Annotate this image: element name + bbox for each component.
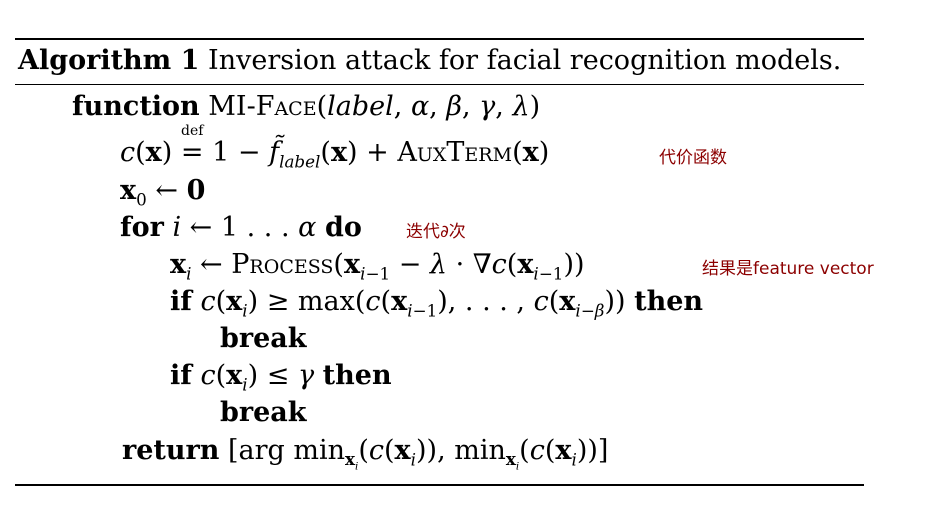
bottom-rule bbox=[15, 484, 864, 486]
line-code: for i ← 1 . . . α do bbox=[120, 212, 362, 243]
line-code: function MI-Face(label, α, β, γ, λ) bbox=[72, 91, 541, 122]
line-code: xi ← Process(xi−1 − λ · ∇c(xi−1)) bbox=[170, 249, 585, 284]
annotation-cost-function: 代价函数 bbox=[659, 148, 727, 168]
top-rule bbox=[15, 38, 864, 40]
line-code: return [arg minxi(c(xi)), minxi(c(xi))] bbox=[122, 435, 609, 473]
keyword-break: break bbox=[220, 397, 307, 428]
caption-label: Algorithm 1 bbox=[18, 45, 200, 76]
annotation-iterations: 迭代∂次 bbox=[406, 222, 466, 242]
keyword-function: function bbox=[72, 91, 200, 122]
keyword-for: for bbox=[120, 212, 164, 243]
mid-rule bbox=[15, 84, 864, 85]
function-name: MI-Face bbox=[208, 91, 317, 122]
keyword-return: return bbox=[122, 435, 220, 466]
keyword-break: break bbox=[220, 323, 307, 354]
line-code: c(x) def = 1 − f̃label(x) + AuxTerm(x) bbox=[120, 123, 550, 172]
keyword-then: then bbox=[322, 360, 392, 391]
keyword-then: then bbox=[634, 286, 704, 317]
keyword-if: if bbox=[170, 286, 192, 317]
line-code: break bbox=[220, 322, 306, 356]
line-code: x0 ← 0 bbox=[120, 175, 206, 210]
line-code: break bbox=[220, 396, 306, 430]
caption-text: Inversion attack for facial recognition … bbox=[208, 45, 842, 76]
process-name: Process bbox=[231, 249, 334, 280]
keyword-do: do bbox=[324, 212, 362, 243]
annotation-feature-vector: 结果是feature vector bbox=[702, 259, 874, 279]
algorithm-caption: Algorithm 1 Inversion attack for facial … bbox=[18, 44, 841, 78]
line-code: if c(xi) ≥ max(c(xi−1), . . . , c(xi−β))… bbox=[170, 286, 704, 321]
keyword-if: if bbox=[170, 360, 192, 391]
auxterm-name: AuxTerm bbox=[397, 137, 513, 168]
line-code: if c(xi) ≤ γ then bbox=[170, 360, 392, 395]
